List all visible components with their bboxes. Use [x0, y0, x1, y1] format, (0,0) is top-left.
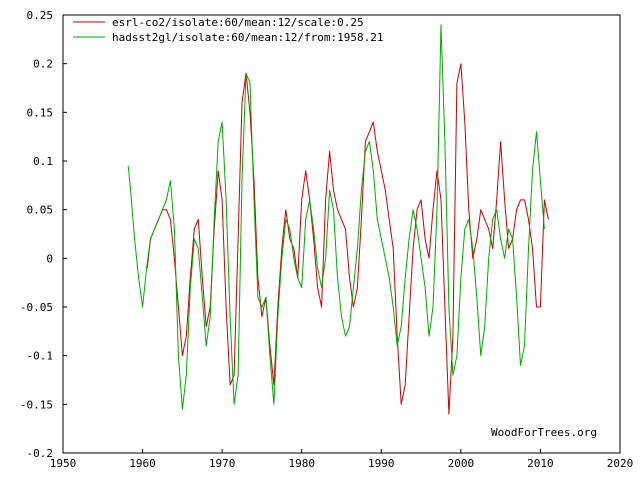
- y-tick-label: 0.15: [27, 106, 54, 119]
- credit-label: WoodForTrees.org: [491, 426, 597, 439]
- y-tick-label: 0.1: [33, 155, 53, 168]
- y-tick-label: -0.1: [27, 350, 54, 363]
- x-tick-label: 1990: [368, 457, 395, 470]
- y-tick-label: 0.25: [27, 9, 54, 22]
- legend: esrl-co2/isolate:60/mean:12/scale:0.25 h…: [73, 16, 384, 44]
- x-tick-label: 1980: [288, 457, 315, 470]
- plot-frame: [62, 14, 621, 454]
- x-tick-label: 2020: [607, 457, 634, 470]
- y-tick-label: 0: [46, 252, 53, 265]
- axis-ticks: 1950 1960 1970 1980 1990 2000 2010 2020 -0.2 -0.1…: [20, 9, 633, 470]
- series-line-sst: [127, 24, 545, 410]
- y-tick-label: -0.15: [20, 398, 53, 411]
- x-tick-label: 2010: [527, 457, 554, 470]
- x-tick-label: 1960: [129, 457, 156, 470]
- x-tick-label: 1970: [209, 457, 236, 470]
- legend-label-sst: hadsst2gl/isolate:60/mean:12/from:1958.2…: [112, 31, 384, 44]
- series-layer: [127, 24, 549, 415]
- y-tick-label: -0.05: [20, 301, 53, 314]
- y-tick-label: -0.2: [27, 447, 54, 460]
- legend-label-co2: esrl-co2/isolate:60/mean:12/scale:0.25: [112, 16, 364, 29]
- y-tick-label: 0.2: [33, 58, 53, 71]
- x-tick-label: 2000: [448, 457, 475, 470]
- y-tick-label: 0.05: [27, 204, 54, 217]
- x-tick-label: 1950: [50, 457, 77, 470]
